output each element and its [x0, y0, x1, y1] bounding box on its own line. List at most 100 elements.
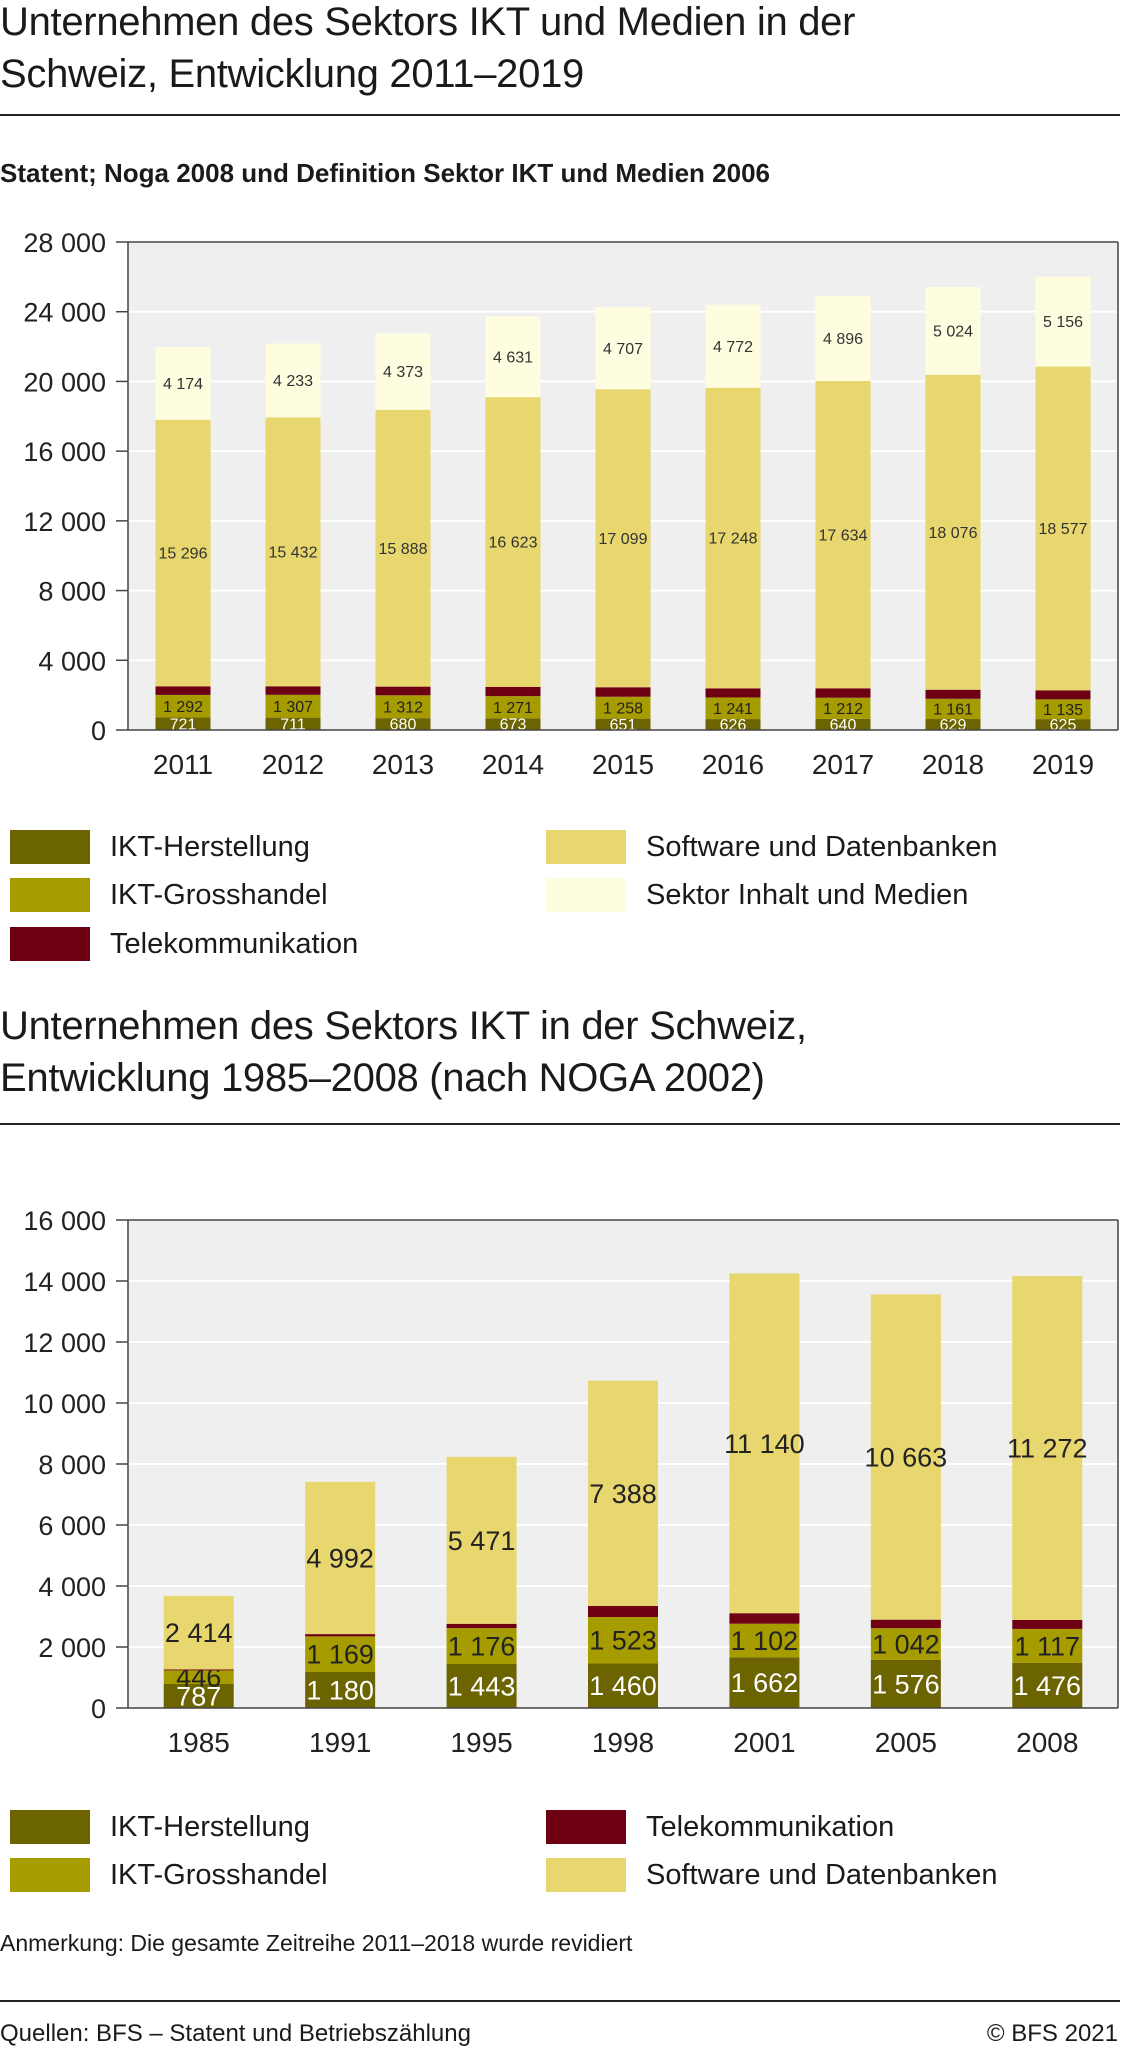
chart1-title-line-1: Unternehmen des Sektors IKT und Medien i… — [0, 0, 856, 44]
chart1-data-label: 4 373 — [383, 364, 423, 381]
chart2-data-label: 4 992 — [306, 1543, 374, 1573]
chart1-data-label: 1 312 — [383, 699, 423, 716]
chart1-data-label: 18 577 — [1039, 521, 1088, 538]
chart1-y-tick-label: 16 000 — [23, 437, 106, 467]
chart1-subtitle: Statent; Noga 2008 und Definition Sektor… — [0, 158, 770, 188]
chart1-title: Unternehmen des Sektors IKT und Medien i… — [0, 0, 1122, 100]
chart2-bar-segment-1991-1 — [305, 1636, 376, 1673]
chart2-bar-segment-2005-1 — [870, 1628, 941, 1660]
chart1-bar-segment-2012-4 — [265, 343, 321, 418]
chart1-bar-segment-2017-4 — [815, 295, 871, 381]
chart1-y-tick-label: 20 000 — [23, 367, 106, 397]
chart1-legend-swatch — [10, 927, 90, 961]
chart2-x-tick-label: 1991 — [309, 1727, 371, 1758]
chart1-data-label: 1 161 — [933, 702, 973, 719]
chart1-legend-swatch — [10, 878, 90, 912]
chart1-title-line-2: Schweiz, Entwicklung 2011–2019 — [0, 52, 584, 96]
chart1-data-label: 626 — [720, 717, 747, 734]
chart2-y-tick-label: 12 000 — [23, 1328, 106, 1358]
chart2-bar-segment-1998-1 — [588, 1617, 658, 1664]
chart1-bar-segment-2012-0 — [265, 717, 321, 730]
chart2-legend-label: IKT-Herstellung — [110, 1810, 310, 1843]
chart2-legend-label: IKT-Grosshandel — [110, 1858, 328, 1891]
chart2-data-label: 1 443 — [448, 1671, 516, 1701]
chart2-legend-item: IKT-Herstellung — [10, 1810, 310, 1844]
chart1-bar-segment-2019-4 — [1035, 276, 1091, 367]
chart1-bar-segment-2019-3 — [1035, 366, 1091, 691]
chart2-data-label: 1 576 — [872, 1669, 940, 1699]
chart1-legend-label: Software und Datenbanken — [646, 830, 998, 863]
chart1-x-tick-label: 2014 — [482, 749, 544, 780]
chart1-data-label: 721 — [170, 716, 197, 733]
chart1-bar-segment-2018-1 — [925, 698, 981, 720]
chart2-legend-item: Telekommunikation — [546, 1810, 894, 1844]
chart1-data-label: 1 212 — [823, 701, 863, 718]
chart2-bar-segment-1995-2 — [446, 1623, 517, 1629]
chart2-bar-segment-1991-2 — [305, 1634, 376, 1637]
chart2-x-tick-label: 2001 — [733, 1727, 795, 1758]
chart1-legend-label: Sektor Inhalt und Medien — [646, 878, 969, 911]
footer-copyright: © BFS 2021 — [986, 2020, 1118, 2047]
chart2-data-label: 1 042 — [872, 1629, 940, 1659]
chart1-bar-segment-2011-1 — [155, 694, 211, 718]
chart1-data-label: 17 099 — [599, 531, 648, 548]
chart2-data-label: 1 102 — [731, 1626, 799, 1656]
chart1-bar-segment-2011-2 — [155, 686, 211, 695]
chart1-bar-segment-2013-4 — [375, 333, 431, 410]
chart2-bar-segment-1995-0 — [446, 1663, 517, 1708]
chart2-bar-segment-1985-3 — [163, 1595, 234, 1670]
chart2-x-tick-label: 1995 — [450, 1727, 512, 1758]
chart1-bar-segment-2018-2 — [925, 689, 981, 699]
chart1-bar-segment-2019-2 — [1035, 690, 1091, 700]
chart1-bar-segment-2015-3 — [595, 389, 651, 688]
chart1-legend-item: IKT-Herstellung — [10, 830, 310, 864]
chart1-data-label: 16 623 — [489, 535, 538, 552]
chart2-bar-segment-1985-1 — [163, 1670, 234, 1684]
chart2-bar-segment-2005-0 — [870, 1659, 941, 1708]
chart1-bar-segment-2015-0 — [595, 718, 651, 730]
chart1-legend-swatch — [546, 830, 626, 864]
chart1-bar-segment-2017-2 — [815, 688, 871, 698]
chart2-data-label: 5 471 — [448, 1526, 516, 1556]
chart2-y-tick-label: 16 000 — [23, 1206, 106, 1236]
chart1-data-label: 5 024 — [933, 324, 973, 341]
chart1-bar-segment-2014-0 — [485, 718, 541, 730]
chart1-data-label: 15 888 — [379, 541, 428, 558]
chart1-data-label: 651 — [610, 717, 637, 734]
chart1-bar-segment-2011-4 — [155, 346, 211, 420]
chart1-bar-segment-2013-0 — [375, 718, 431, 730]
chart1-bar-segment-2013-2 — [375, 686, 431, 696]
chart2-legend-swatch — [10, 1810, 90, 1844]
chart2-bar-segment-1985-2 — [163, 1669, 234, 1671]
chart2-legend-item: IKT-Grosshandel — [10, 1858, 328, 1892]
chart2-data-label: 1 460 — [589, 1671, 657, 1701]
chart1-bar-segment-2014-1 — [485, 696, 541, 719]
chart1-data-label: 1 258 — [603, 700, 643, 717]
chart1-data-label: 640 — [830, 717, 857, 734]
chart1-bar-segment-2012-2 — [265, 686, 321, 695]
chart1-bar-segment-2016-3 — [705, 387, 761, 689]
footer-source: Quellen: BFS – Statent und Betriebszählu… — [0, 2020, 471, 2047]
chart2-bar-segment-1991-3 — [305, 1481, 376, 1635]
chart1-data-label: 1 307 — [273, 699, 313, 716]
chart2-y-tick-label: 6 000 — [38, 1511, 106, 1541]
chart1-data-label: 18 076 — [929, 525, 978, 542]
chart1-x-tick-label: 2018 — [922, 749, 984, 780]
chart2-legend-swatch — [546, 1810, 626, 1844]
chart2-legend-item: Software und Datenbanken — [546, 1858, 997, 1892]
chart2-y-tick-label: 14 000 — [23, 1267, 106, 1297]
chart1-data-label: 680 — [390, 717, 417, 734]
chart1-y-tick-label: 8 000 — [38, 577, 106, 607]
chart2-title-line-2: Entwicklung 1985–2008 (nach NOGA 2002) — [0, 1056, 765, 1100]
chart1-x-tick-label: 2013 — [372, 749, 434, 780]
chart1-bar-segment-2014-2 — [485, 686, 541, 697]
chart2-x-tick-label: 2008 — [1016, 1727, 1078, 1758]
chart1-bar-segment-2017-0 — [815, 718, 871, 730]
chart2-bar-segment-2005-2 — [870, 1619, 941, 1629]
chart2-bar-segment-1998-0 — [588, 1663, 658, 1708]
chart2-data-label: 1 662 — [731, 1668, 799, 1698]
chart2-y-tick-label: 8 000 — [38, 1450, 106, 1480]
chart2-bar-segment-2008-3 — [1012, 1276, 1083, 1620]
chart1-y-tick-label: 24 000 — [23, 298, 106, 328]
chart1-bar-segment-2019-0 — [1035, 719, 1091, 730]
